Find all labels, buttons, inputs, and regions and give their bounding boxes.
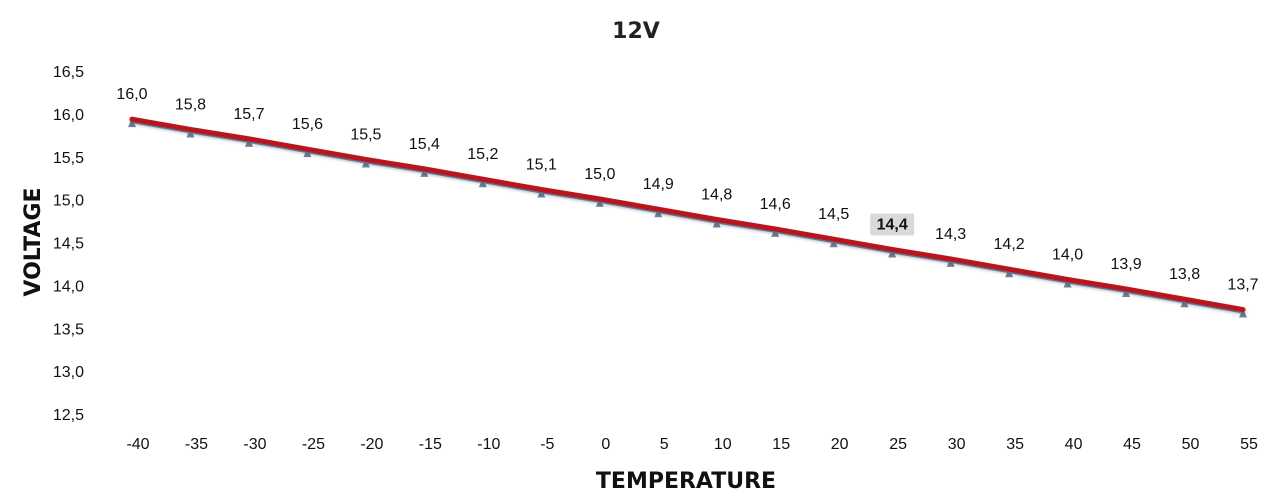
data-label: 15,0 <box>584 166 615 183</box>
data-label: 15,2 <box>467 146 498 163</box>
data-label: 14,0 <box>1052 247 1083 264</box>
x-tick-label: -5 <box>540 436 554 453</box>
x-tick-label: 45 <box>1123 436 1141 453</box>
x-tick-label: 40 <box>1065 436 1083 453</box>
data-label: 15,1 <box>526 156 557 173</box>
y-axis-ticks: 12,5 13,0 13,5 14,0 14,5 15,0 15,5 16,0 16,5 <box>53 64 84 424</box>
x-tick-label: 0 <box>601 436 610 453</box>
data-label: 14,2 <box>994 236 1025 253</box>
y-tick-label: 16,0 <box>53 107 84 124</box>
data-label: 14,3 <box>935 226 966 243</box>
series-line-group <box>129 116 1246 314</box>
x-tick-label: -40 <box>126 436 149 453</box>
x-tick-label: 35 <box>1006 436 1024 453</box>
y-tick-label: 15,5 <box>53 150 84 167</box>
y-tick-label: 14,5 <box>53 236 84 253</box>
x-tick-label: 5 <box>660 436 669 453</box>
x-tick-label: -25 <box>302 436 325 453</box>
drop-arrows <box>128 118 1247 415</box>
y-tick-label: 15,0 <box>53 193 84 210</box>
data-labels: 16,0 15,8 15,7 15,6 15,5 15,4 15,2 15,1 15,0 14,9… <box>116 86 1258 293</box>
series-line <box>129 116 1246 313</box>
y-tick-label: 13,0 <box>53 364 84 381</box>
data-label: 14,9 <box>643 176 674 193</box>
data-label: 15,6 <box>292 116 323 133</box>
data-label: 14,6 <box>760 196 791 213</box>
y-tick-label: 16,5 <box>53 64 84 81</box>
x-tick-label: -35 <box>185 436 208 453</box>
x-tick-label: 55 <box>1240 436 1258 453</box>
x-tick-label: 50 <box>1182 436 1200 453</box>
data-label: 13,7 <box>1227 277 1258 294</box>
y-tick-label: 12,5 <box>53 407 84 424</box>
y-axis-title: VOLTAGE <box>21 187 46 296</box>
x-tick-label: 30 <box>948 436 966 453</box>
highlight-label-bg <box>870 213 915 236</box>
y-tick-label: 14,0 <box>53 278 84 295</box>
data-label: 13,8 <box>1169 266 1200 283</box>
x-tick-label: -20 <box>360 436 383 453</box>
x-tick-label: -10 <box>477 436 500 453</box>
x-tick-label: -15 <box>419 436 442 453</box>
x-axis-ticks: -40 -35 -30 -25 -20 -15 -10 -5 0 5 10 15 20 25 30 35 40 4… <box>126 436 1258 453</box>
data-label: 14,8 <box>701 186 732 203</box>
x-tick-label: 20 <box>831 436 849 453</box>
data-label: 15,7 <box>233 106 264 123</box>
chart-title: 12V <box>612 19 660 44</box>
data-label: 14,5 <box>818 206 849 223</box>
drop-arrow-head <box>1239 308 1247 318</box>
data-label: 13,9 <box>1110 256 1141 273</box>
x-tick-label: 25 <box>889 436 907 453</box>
y-tick-label: 13,5 <box>53 321 84 338</box>
data-label-highlight: 14,4 <box>877 217 908 234</box>
data-label: 15,8 <box>175 96 206 113</box>
x-tick-label: 15 <box>772 436 790 453</box>
series-line-underline <box>131 121 1244 314</box>
x-axis-title: TEMPERATURE <box>596 469 776 493</box>
x-tick-label: 10 <box>714 436 732 453</box>
data-label: 16,0 <box>116 86 147 103</box>
data-label: 15,4 <box>409 136 440 153</box>
data-label: 15,5 <box>350 126 381 143</box>
x-tick-label: -30 <box>243 436 266 453</box>
